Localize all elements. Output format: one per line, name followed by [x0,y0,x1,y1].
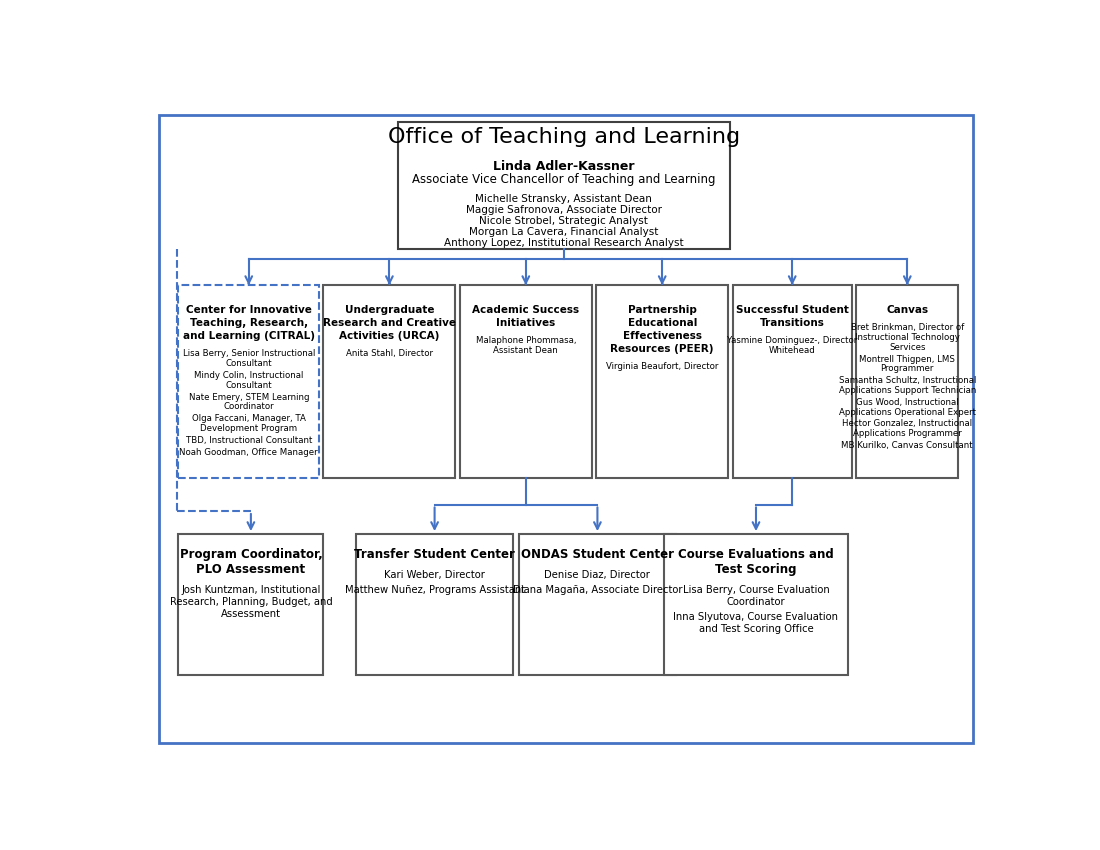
Text: Whitehead: Whitehead [769,346,815,355]
Text: Gus Wood, Instructional: Gus Wood, Instructional [856,398,958,407]
Bar [397,122,730,249]
Text: MB Kurilko, Canvas Consultant: MB Kurilko, Canvas Consultant [842,441,974,450]
Text: ONDAS Student Center: ONDAS Student Center [521,548,674,561]
Text: Applications Operational Expert: Applications Operational Expert [839,408,976,416]
Text: Initiatives: Initiatives [496,318,556,328]
Bar [733,286,851,479]
Text: Diana Magaña, Associate Director: Diana Magaña, Associate Director [513,585,682,595]
Text: Consultant: Consultant [226,360,272,368]
Text: Morgan La Cavera, Financial Analyst: Morgan La Cavera, Financial Analyst [469,227,659,237]
Text: Mindy Colin, Instructional: Mindy Colin, Instructional [194,371,304,380]
Text: Successful Student: Successful Student [736,305,849,314]
Text: Programmer: Programmer [881,365,934,373]
Text: Canvas: Canvas [887,305,928,314]
Text: Josh Kuntzman, Institutional: Josh Kuntzman, Institutional [182,585,320,595]
Text: Course Evaluations and: Course Evaluations and [678,548,834,561]
Bar [518,534,676,675]
Text: Academic Success: Academic Success [472,305,580,314]
Text: Associate Vice Chancellor of Teaching and Learning: Associate Vice Chancellor of Teaching an… [412,173,715,185]
Text: Applications Programmer: Applications Programmer [852,429,961,439]
Text: Lisa Berry, Course Evaluation: Lisa Berry, Course Evaluation [683,585,829,595]
Text: and Test Scoring Office: and Test Scoring Office [698,624,813,633]
Text: Montrell Thigpen, LMS: Montrell Thigpen, LMS [859,354,955,364]
Text: Olga Faccani, Manager, TA: Olga Faccani, Manager, TA [191,414,306,423]
Text: Michelle Stransky, Assistant Dean: Michelle Stransky, Assistant Dean [475,194,652,204]
Bar [460,286,592,479]
Text: Lisa Berry, Senior Instructional: Lisa Berry, Senior Instructional [183,349,315,359]
Text: Educational: Educational [627,318,697,328]
Bar [664,534,848,675]
Text: Malaphone Phommasa,: Malaphone Phommasa, [475,337,576,345]
Text: Undergraduate: Undergraduate [344,305,434,314]
Text: Resources (PEER): Resources (PEER) [610,344,714,354]
Text: Denise Diaz, Director: Denise Diaz, Director [544,570,650,580]
Bar [323,286,455,479]
Bar [178,534,323,675]
Text: Instructional Technology: Instructional Technology [855,333,959,342]
Text: TBD, Instructional Consultant: TBD, Instructional Consultant [186,436,312,445]
Text: Noah Goodman, Office Manager: Noah Goodman, Office Manager [179,448,318,456]
Text: Coordinator: Coordinator [727,597,785,607]
Text: Inna Slyutova, Course Evaluation: Inna Slyutova, Course Evaluation [673,612,838,622]
Text: Activities (URCA): Activities (URCA) [339,332,440,341]
Text: Effectiveness: Effectiveness [623,332,702,341]
Text: PLO Assessment: PLO Assessment [196,564,306,576]
Text: Services: Services [889,343,925,352]
Text: Linda Adler-Kassner: Linda Adler-Kassner [493,160,635,173]
Text: Anita Stahl, Director: Anita Stahl, Director [345,349,433,359]
Text: Applications Support Technician: Applications Support Technician [838,386,976,395]
Text: Test Scoring: Test Scoring [715,564,796,576]
Text: Research and Creative: Research and Creative [323,318,455,328]
Text: Partnership: Partnership [628,305,696,314]
Text: Hector Gonzalez, Instructional: Hector Gonzalez, Instructional [843,419,972,428]
Text: Virginia Beaufort, Director: Virginia Beaufort, Director [606,362,718,371]
Text: Development Program: Development Program [200,424,297,433]
Text: Anthony Lopez, Institutional Research Analyst: Anthony Lopez, Institutional Research An… [444,238,683,248]
Text: Nicole Strobel, Strategic Analyst: Nicole Strobel, Strategic Analyst [480,216,648,226]
Bar [178,286,319,479]
Text: Maggie Safronova, Associate Director: Maggie Safronova, Associate Director [465,205,662,215]
Text: Program Coordinator,: Program Coordinator, [179,548,322,561]
Text: Coordinator: Coordinator [223,402,274,411]
Bar [856,286,958,479]
Bar [596,286,728,479]
Text: Nate Emery, STEM Learning: Nate Emery, STEM Learning [188,393,309,401]
Text: Samantha Schultz, Instructional: Samantha Schultz, Instructional [838,377,976,385]
Text: Center for Innovative: Center for Innovative [186,305,311,314]
Text: Consultant: Consultant [226,381,272,390]
Text: Assessment: Assessment [221,609,280,619]
Text: Transitions: Transitions [760,318,825,328]
Bar [355,534,514,675]
Text: Teaching, Research,: Teaching, Research, [189,318,308,328]
Text: Assistant Dean: Assistant Dean [494,346,558,355]
Text: Bret Brinkman, Director of: Bret Brinkman, Director of [850,323,964,332]
Text: Kari Weber, Director: Kari Weber, Director [384,570,485,580]
Text: Research, Planning, Budget, and: Research, Planning, Budget, and [169,597,332,607]
Text: Yasmine Dominguez-, Director: Yasmine Dominguez-, Director [727,337,857,345]
Text: and Learning (CITRAL): and Learning (CITRAL) [183,332,315,341]
Text: Matthew Nuñez, Programs Assistant: Matthew Nuñez, Programs Assistant [344,585,525,595]
Text: Office of Teaching and Learning: Office of Teaching and Learning [387,127,740,147]
Text: Transfer Student Center: Transfer Student Center [354,548,515,561]
